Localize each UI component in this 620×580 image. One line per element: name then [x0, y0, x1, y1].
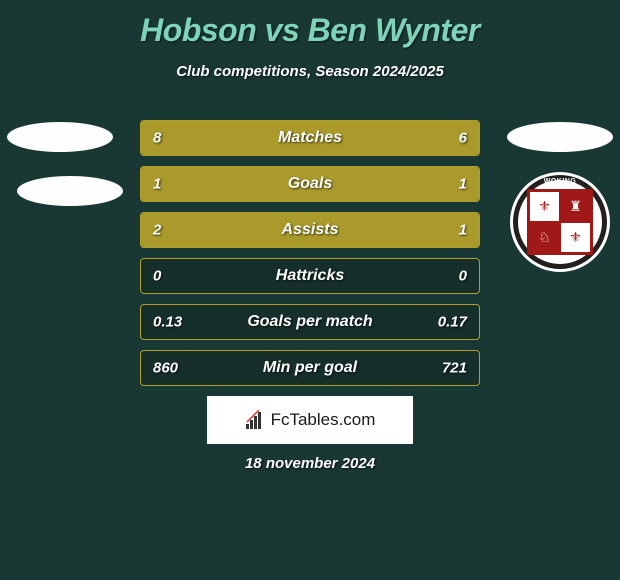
date-label: 18 november 2024	[245, 455, 375, 472]
stat-right-value: 1	[459, 176, 467, 193]
fleur-icon: ⚜	[569, 229, 582, 246]
stat-left-value: 1	[153, 176, 161, 193]
bar-fill-right	[310, 167, 479, 201]
bar-fill-right	[334, 121, 479, 155]
fleur-icon: ⚜	[538, 198, 551, 215]
crest-shield: ⚜ ♜ ♘ ⚜	[527, 189, 593, 255]
fctables-logo-icon	[245, 410, 265, 430]
stat-right-value: 0.17	[438, 314, 467, 331]
lion-icon: ♘	[538, 229, 551, 246]
comparison-title: Hobson vs Ben Wynter	[0, 0, 620, 49]
player-right-badge-1	[507, 122, 613, 152]
player-left-badge-1	[7, 122, 113, 152]
stat-label: Assists	[282, 221, 339, 239]
stat-label: Goals	[288, 175, 332, 193]
stat-bars-container: 8 Matches 6 1 Goals 1 2 Assists 1 0 Hatt…	[140, 120, 480, 396]
stat-label: Hattricks	[276, 267, 344, 285]
stat-bar: 1 Goals 1	[140, 166, 480, 202]
stat-right-value: 1	[459, 222, 467, 239]
season-subtitle: Club competitions, Season 2024/2025	[0, 63, 620, 80]
stat-right-value: 721	[442, 360, 467, 377]
crest-quadrant-3: ♘	[529, 222, 560, 253]
crest-quadrant-2: ♜	[560, 191, 591, 222]
stat-bar: 2 Assists 1	[140, 212, 480, 248]
crest-club-name: WOKING	[544, 178, 577, 185]
branding-box[interactable]: FcTables.com	[207, 396, 413, 444]
stat-bar: 0.13 Goals per match 0.17	[140, 304, 480, 340]
crest-quadrant-1: ⚜	[529, 191, 560, 222]
stat-left-value: 2	[153, 222, 161, 239]
branding-text: FcTables.com	[271, 410, 376, 430]
stat-label: Goals per match	[247, 313, 372, 331]
stat-left-value: 0	[153, 268, 161, 285]
stat-right-value: 6	[459, 130, 467, 147]
stat-label: Min per goal	[263, 359, 357, 377]
bar-fill-left	[141, 167, 310, 201]
stat-left-value: 860	[153, 360, 178, 377]
stat-label: Matches	[278, 129, 342, 147]
stat-left-value: 8	[153, 130, 161, 147]
player-left-badge-2	[17, 176, 123, 206]
stat-left-value: 0.13	[153, 314, 182, 331]
club-crest-woking: WOKING ⚜ ♜ ♘ ⚜	[510, 172, 610, 272]
stat-bar: 0 Hattricks 0	[140, 258, 480, 294]
stat-bar: 8 Matches 6	[140, 120, 480, 156]
stat-right-value: 0	[459, 268, 467, 285]
stat-bar: 860 Min per goal 721	[140, 350, 480, 386]
crest-quadrant-4: ⚜	[560, 222, 591, 253]
castle-icon: ♜	[569, 198, 582, 215]
